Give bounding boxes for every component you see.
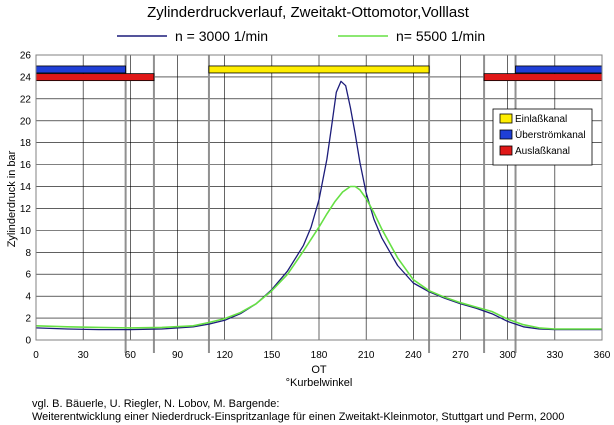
bar-legend-label: Überströmkanal: [515, 129, 586, 141]
y-tick-label: 0: [25, 336, 31, 347]
x-axis-label-top: OT: [311, 364, 327, 376]
y-tick-label: 2: [25, 314, 31, 325]
series-line-2: [35, 185, 602, 330]
timing-bar-auslaßkanal: [35, 73, 155, 82]
y-tick-label: 22: [20, 94, 32, 105]
footnote-line-1: vgl. B. Bäuerle, U. Riegler, N. Lobov, M…: [32, 398, 279, 410]
x-tick-label: 150: [263, 350, 280, 361]
series-legend: n = 3000 1/min n= 5500 1/min: [117, 28, 485, 44]
y-tick-label: 14: [20, 182, 32, 193]
x-tick-label: 120: [216, 350, 233, 361]
legend-label-2: n= 5500 1/min: [396, 28, 485, 44]
timing-markers: [124, 55, 517, 353]
x-axis-label: °Kurbelwinkel: [286, 377, 353, 389]
footnote-line-2: Weiterentwicklung einer Niederdruck-Eins…: [32, 411, 564, 423]
bar-legend-label: Auslaßkanal: [515, 146, 570, 157]
bar-legend-label: Einlaßkanal: [515, 114, 567, 125]
y-tick-label: 4: [25, 292, 31, 303]
x-tick-label: 90: [172, 350, 184, 361]
bar-legend-swatch: [499, 145, 513, 156]
x-tick-label: 30: [78, 350, 90, 361]
y-tick-label: 6: [25, 270, 31, 281]
x-tick-label: 180: [311, 350, 328, 361]
series-line-1: [35, 80, 602, 331]
x-tick-label: 0: [33, 350, 39, 361]
chart-title: Zylinderdruckverlauf, Zweitakt-Ottomotor…: [147, 4, 470, 21]
timing-bar-überströmkanal: [515, 65, 603, 74]
y-tick-label: 8: [25, 248, 31, 259]
x-tick-labels: 0 30 60 90 120 150 180 210 240 270 300 330 360: [33, 350, 611, 361]
y-tick-label: 24: [20, 72, 32, 83]
x-tick-label: 330: [546, 350, 563, 361]
y-tick-label: 12: [20, 204, 32, 215]
y-tick-label: 16: [20, 160, 32, 171]
series-lines: [35, 80, 602, 331]
y-tick-label: 18: [20, 138, 32, 149]
y-tick-label: 10: [20, 226, 32, 237]
y-tick-label: 20: [20, 116, 32, 127]
x-tick-label: 360: [594, 350, 611, 361]
bar-legend: Einlaßkanal Überströmkanal Auslaßkanal: [492, 108, 593, 166]
timing-bar-auslaßkanal: [483, 73, 603, 82]
bar-legend-swatch: [499, 113, 513, 124]
x-tick-label: 210: [358, 350, 375, 361]
x-tick-label: 270: [452, 350, 469, 361]
grid: [35, 54, 603, 341]
timing-bars: [35, 65, 603, 82]
timing-bar-überströmkanal: [35, 65, 127, 74]
y-tick-label: 26: [20, 51, 32, 62]
bar-legend-swatch: [499, 129, 513, 140]
timing-bar-einlaßkanal: [208, 65, 430, 74]
x-tick-label: 300: [499, 350, 516, 361]
legend-label-1: n = 3000 1/min: [175, 28, 268, 44]
x-tick-label: 60: [125, 350, 137, 361]
y-axis-label: Zylinderdruck in bar: [6, 150, 18, 247]
x-tick-label: 240: [405, 350, 422, 361]
plot-frame: [35, 54, 603, 341]
